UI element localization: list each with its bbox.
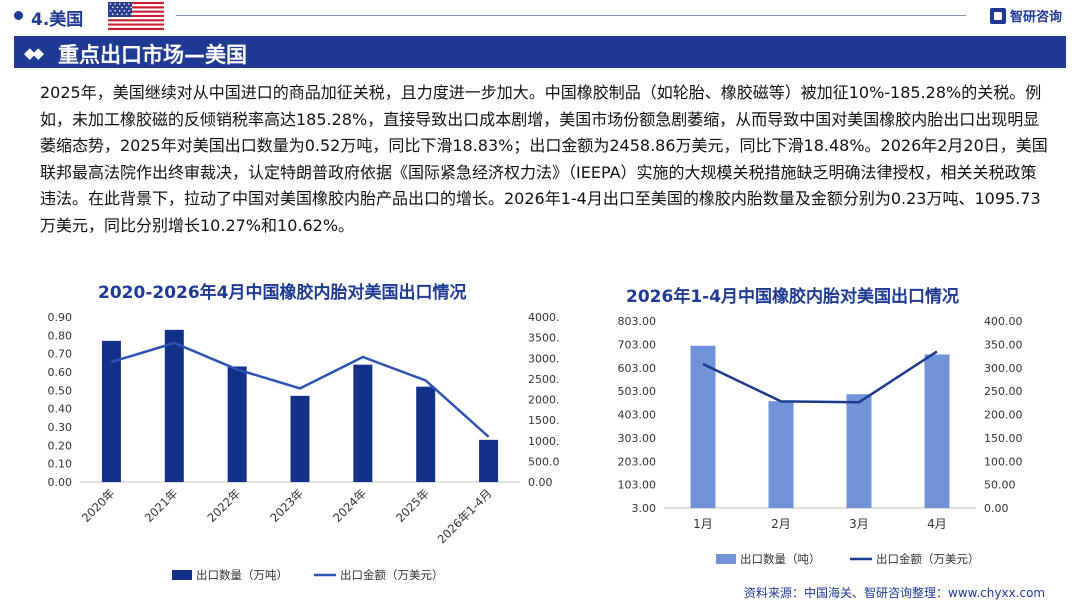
chart2-title: 2026年1-4月中国橡胶内胎对美国出口情况 [626,287,960,307]
legend-label-line: 出口金额（万美元） [876,552,980,566]
y-right-tick-label: 3000.00 [528,352,560,365]
y-left-tick-label: 0.70 [48,348,73,361]
diamond-icon: ◆◆ [24,44,44,62]
banner-title: 重点出口市场—美国 [58,43,247,67]
brand-logo: 智研咨询 [990,6,1062,25]
y-left-tick-label: 703.00 [618,338,657,351]
bullet-dot-icon [14,11,23,20]
x-tick-label: 2023年 [267,486,306,525]
y-left-tick-label: 103.00 [618,479,657,492]
y-right-tick-label: 500.00 [528,455,560,468]
y-right-tick-label: 2000.00 [528,394,560,407]
y-right-tick-label: 1000.00 [528,435,560,448]
y-left-tick-label: 0.00 [48,476,73,489]
x-tick-label: 4月 [927,517,947,531]
bar-6 [416,386,436,482]
x-tick-label: 2020年 [79,486,118,525]
x-tick-label: 3月 [849,517,869,531]
y-left-tick-label: 0.40 [48,403,73,416]
header-divider [176,15,966,16]
logo-text: 智研咨询 [1010,10,1063,25]
y-right-tick-label: 400.00 [984,315,1023,328]
amount-line [702,350,938,404]
bar-1 [690,345,716,508]
bar-3 [227,366,247,482]
bar-7 [479,439,499,482]
legend-swatch-bar [172,570,192,580]
y-right-tick-label: 150.00 [984,432,1023,445]
y-left-tick-label: 3.00 [632,502,657,515]
x-tick-label: 1月 [693,517,713,531]
section-label: 4.美国 [31,10,84,30]
y-right-tick-label: 50.00 [984,479,1016,492]
y-left-tick-label: 603.00 [618,362,657,375]
y-left-tick-label: 303.00 [618,432,657,445]
y-left-tick-label: 0.80 [48,329,73,342]
y-right-tick-label: 3500.00 [528,332,560,345]
body-paragraph: 2025年，美国继续对从中国进口的商品加征关税，且力度进一步加大。中国橡胶制品（… [40,83,1048,235]
x-tick-label: 2021年 [142,486,181,525]
chart2: 3.00 103.00 203.00 303.00 403.00 503.00 603.00… [618,315,1023,566]
legend-label-bar: 出口数量（万吨） [196,568,288,582]
y-left-tick-label: 0.90 [48,311,73,324]
x-tick-label: 2022年 [205,486,244,525]
x-tick-label: 2月 [771,517,791,531]
bar-5 [353,364,373,482]
y-left-tick-label: 203.00 [618,455,657,468]
y-right-tick-label: 0.00 [984,502,1009,515]
legend-swatch-bar [716,554,736,564]
x-tick-label: 2025年 [393,486,432,525]
bar-4 [290,395,310,482]
y-right-tick-label: 4000.00 [528,311,560,324]
amount-line [111,341,490,438]
y-right-tick-label: 350.00 [984,338,1023,351]
y-right-tick-label: 0.00 [528,476,553,489]
y-right-tick-label: 300.00 [984,362,1023,375]
chart1-title: 2020-2026年4月中国橡胶内胎对美国出口情况 [98,283,467,303]
y-left-tick-label: 0.50 [48,384,73,397]
y-left-tick-label: 0.60 [48,366,73,379]
bar-4 [924,354,950,508]
logo-icon [990,7,1006,24]
y-right-tick-label: 1500.00 [528,414,560,427]
section-banner: ◆◆ 重点出口市场—美国 [14,36,1066,68]
us-flag-icon [108,2,164,30]
y-left-tick-label: 403.00 [618,409,657,422]
y-right-tick-label: 100.00 [984,455,1023,468]
top-bar: 4.美国 智研咨询 [0,0,1080,32]
x-tick-label: 2026年1-4月 [435,486,495,546]
legend-label-line: 出口金额（万美元） [340,568,444,582]
legend-label-bar: 出口数量（吨） [740,552,821,566]
bar-1 [101,340,121,482]
y-right-tick-label: 250.00 [984,385,1023,398]
chart1: 0.00 0.10 0.20 0.30 0.40 0.50 0.60 0.70 0.80 0.90… [48,311,561,582]
bar-2 [768,401,794,508]
y-left-tick-label: 503.00 [618,385,657,398]
bar-2 [164,329,184,482]
y-left-tick-label: 803.00 [618,315,657,328]
x-tick-label: 2024年 [330,486,369,525]
y-left-tick-label: 0.10 [48,458,73,471]
bar-3 [846,394,872,508]
source-note: 资料来源：中国海关、智研咨询整理：www.chyxx.com [744,586,1046,600]
y-right-tick-label: 200.00 [984,409,1023,422]
y-left-tick-label: 0.30 [48,421,73,434]
y-right-tick-label: 2500.00 [528,373,560,386]
y-left-tick-label: 0.20 [48,439,73,452]
